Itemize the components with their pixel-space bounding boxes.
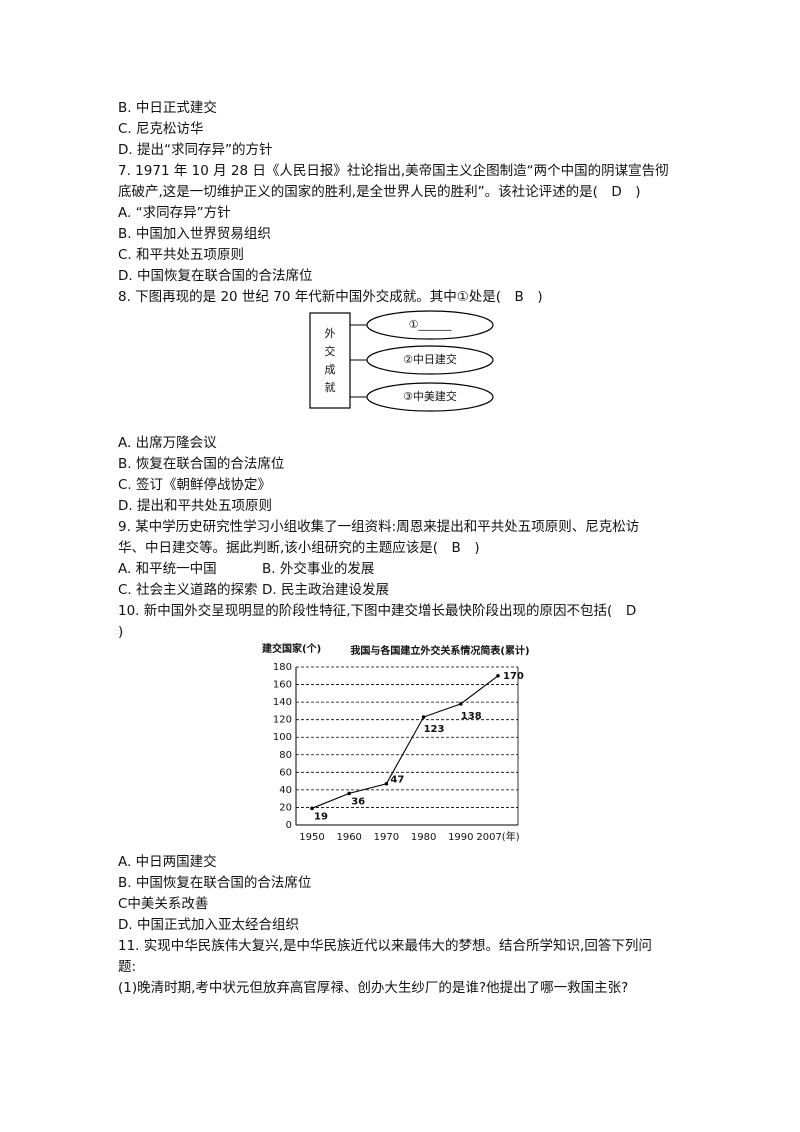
y-tick-label: 40: [279, 785, 292, 796]
x-tick-label: 1980: [411, 832, 436, 843]
x-tick-label: 1970: [374, 832, 399, 843]
node-label: ③中美建交: [403, 389, 457, 403]
y-tick-label: 0: [286, 820, 292, 831]
data-label: 36: [351, 796, 365, 807]
text-line: 10. 新中国外交呈现明显的阶段性特征,下图中建交增长最快阶段出现的原因不包括(…: [118, 602, 636, 619]
data-label: 138: [461, 711, 482, 722]
text-line: 华、中日建交等。据此判断,该小组研究的主题应该是( B ): [118, 539, 480, 556]
text-line: B. 中国加入世界贸易组织: [118, 226, 271, 242]
text-line: 8. 下图再现的是 20 世纪 70 年代新中国外交成就。其中①处是( B ): [118, 288, 543, 305]
y-tick-label: 100: [273, 732, 292, 743]
node: [366, 310, 494, 340]
point: [496, 673, 500, 678]
text-line: D. 中国正式加入亚太经合组织: [118, 917, 299, 933]
text-line: D. 提出“求同存异”的方针: [118, 142, 272, 158]
point: [310, 806, 314, 811]
text-line: C. 社会主义道路的探索: [118, 582, 258, 598]
text-line: A. “求同存异”方针: [118, 205, 231, 221]
x-tick-label: 1950: [299, 832, 324, 843]
y-tick-label: 20: [279, 802, 292, 813]
point: [347, 791, 352, 796]
point: [459, 702, 463, 706]
text-line: B. 中国恢复在联合国的合法席位: [118, 874, 311, 891]
text-line: A. 出席万隆会议: [118, 435, 217, 451]
text-line: 11. 实现中华民族伟大复兴,是中华民族近代以来最伟大的梦想。结合所学知识,回答…: [118, 937, 652, 954]
text-line: B. 恢复在联合国的合法席位: [118, 455, 284, 472]
text-line: A. 中日两国建交: [118, 853, 217, 870]
y-tick-label: 160: [273, 680, 292, 691]
root-label: 交: [325, 344, 336, 358]
node: [366, 382, 494, 412]
text-line: B. 中日正式建交: [118, 99, 217, 116]
text-line: D. 提出和平共处五项原则: [118, 498, 272, 514]
text-line: D. 民主政治建设发展: [262, 582, 389, 598]
data-label: 123: [424, 724, 445, 735]
text-line: C中美关系改善: [118, 896, 208, 912]
text-line: C. 尼克松访华: [118, 121, 204, 137]
text-line: 题:: [118, 959, 136, 975]
node-label: ②中日建交: [403, 352, 457, 366]
y-axis-label: 建交国家(个): [261, 642, 321, 655]
x-tick-label: 1990: [448, 832, 473, 843]
y-tick-label: 140: [273, 697, 292, 708]
node: [366, 345, 494, 375]
x-tick-label: 2007(年): [476, 830, 519, 843]
text-line: 底破产,这是一切维护正义的国家的胜利,是全世界人民的胜利”。该社论评述的是( D…: [118, 183, 641, 200]
root-label: 成: [325, 363, 336, 376]
y-tick-label: 60: [279, 767, 292, 778]
text-line: 7. 1971 年 10 月 28 日《人民日报》社论指出,美帝国主义企图制造“…: [118, 162, 669, 179]
text-line: ): [118, 624, 123, 640]
text-line: B. 外交事业的发展: [262, 560, 374, 577]
text-line: A. 和平统一中国: [118, 561, 217, 577]
x-tick-label: 1960: [336, 832, 361, 843]
node-label: ①______: [409, 318, 452, 331]
y-tick-label: 80: [279, 750, 292, 761]
text-line: C. 签订《朝鲜停战协定》: [118, 476, 271, 493]
data-label: 170: [503, 671, 524, 682]
text-line: (1)晚清时期,考中状元但放弃高官厚禄、创办大生纱厂的是谁?他提出了哪一救国主张…: [118, 979, 628, 996]
data-label: 47: [390, 775, 404, 786]
data-label: 19: [314, 811, 328, 822]
text-line: D. 中国恢复在联合国的合法席位: [118, 267, 312, 284]
y-tick-label: 120: [273, 715, 292, 726]
line: [311, 675, 499, 809]
chart-title: 我国与各国建立外交关系情况简表(累计): [350, 644, 529, 657]
point: [384, 781, 389, 786]
root-label: 外: [325, 327, 336, 340]
root-label: 就: [325, 380, 336, 394]
text-line: C. 和平共处五项原则: [118, 247, 244, 263]
y-tick-label: 180: [273, 662, 292, 673]
point: [421, 715, 426, 719]
text-line: 9. 某中学历史研究性学习小组收集了一组资料:周恩来提出和平共处五项原则、尼克松…: [118, 519, 639, 535]
